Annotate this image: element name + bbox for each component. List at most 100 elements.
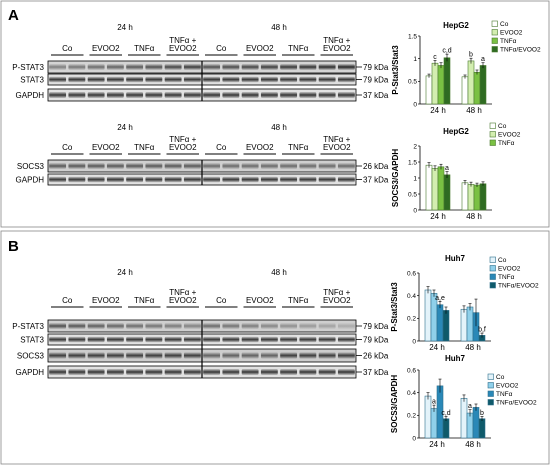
protein-band <box>280 336 298 343</box>
treatment-label: TNFα <box>134 143 155 152</box>
protein-band <box>241 92 259 98</box>
protein-label: GAPDH <box>16 368 45 377</box>
protein-band <box>299 369 317 375</box>
bar <box>430 408 438 439</box>
protein-band <box>183 323 201 329</box>
protein-band <box>299 323 317 329</box>
protein-band <box>106 163 124 169</box>
bar <box>431 168 439 211</box>
protein-band <box>126 92 144 98</box>
protein-band <box>260 369 278 375</box>
chart-title: HepG2 <box>443 21 469 30</box>
treatment-label: TNFα + <box>169 288 196 297</box>
legend-swatch <box>489 273 496 280</box>
protein-band <box>318 352 336 359</box>
protein-band <box>337 323 355 329</box>
bar <box>431 62 439 105</box>
bar <box>461 76 469 105</box>
protein-band <box>260 64 278 70</box>
protein-band <box>106 76 124 83</box>
significance-label: c,d <box>442 48 451 55</box>
y-tick-label: 1.5 <box>408 33 417 40</box>
bar <box>461 182 469 211</box>
y-tick-label: 1 <box>413 175 417 182</box>
protein-band <box>241 76 259 83</box>
treatment-label: EVOO2 <box>92 143 120 152</box>
protein-band <box>222 323 240 329</box>
treatment-label: TNFα + <box>323 36 350 45</box>
protein-band <box>183 92 201 98</box>
protein-band <box>183 64 201 70</box>
protein-band <box>106 352 124 359</box>
protein-band <box>299 76 317 83</box>
protein-band <box>203 352 221 359</box>
y-tick-label: 0.6 <box>407 270 416 277</box>
protein-band <box>260 323 278 329</box>
protein-band <box>68 92 86 98</box>
legend-swatch <box>487 390 494 397</box>
protein-band <box>280 323 298 329</box>
protein-band <box>241 369 259 375</box>
legend-label: TNFα <box>500 38 517 45</box>
protein-band <box>145 76 163 83</box>
treatment-label: TNFα + <box>169 135 196 144</box>
kda-label: 37 kDa <box>363 368 389 377</box>
legend-label: TNFα <box>498 274 515 281</box>
protein-band <box>241 336 259 343</box>
panel-a-frame <box>0 0 550 228</box>
protein-band <box>318 336 336 343</box>
kda-label: 79 kDa <box>363 63 389 72</box>
kda-label: 79 kDa <box>363 336 389 345</box>
protein-band <box>222 176 240 183</box>
protein-band <box>49 323 67 329</box>
significance-label: b <box>480 410 484 417</box>
protein-band <box>280 76 298 83</box>
protein-band <box>241 323 259 329</box>
protein-band <box>68 64 86 70</box>
protein-band <box>260 176 278 183</box>
bar <box>466 412 474 439</box>
protein-band <box>49 352 67 359</box>
protein-band <box>106 323 124 329</box>
protein-band <box>145 176 163 183</box>
treatment-label: EVOO2 <box>323 143 351 152</box>
bar <box>436 304 444 342</box>
time-label-24h: 24 h <box>117 268 133 277</box>
bar <box>478 418 486 439</box>
treatment-label: Co <box>62 296 73 305</box>
protein-band <box>164 323 182 329</box>
bar <box>424 289 432 342</box>
chart-title: Huh7 <box>445 354 466 363</box>
panel-b-letter: B <box>8 238 19 255</box>
protein-band <box>68 336 86 343</box>
legend-swatch <box>487 373 494 380</box>
significance-label: a,e <box>435 295 445 302</box>
y-tick-label: 0 <box>413 101 417 108</box>
treatment-label: EVOO2 <box>92 296 120 305</box>
protein-band <box>203 323 221 329</box>
protein-band <box>183 76 201 83</box>
panel-b-frame <box>0 230 550 465</box>
protein-band <box>222 76 240 83</box>
bar <box>473 71 481 105</box>
treatment-label: EVOO2 <box>169 44 197 53</box>
y-tick-label: 0 <box>413 207 417 214</box>
protein-band <box>222 163 240 169</box>
protein-band <box>241 176 259 183</box>
protein-band <box>203 64 221 70</box>
protein-band <box>280 163 298 169</box>
treatment-label: TNFα + <box>169 36 196 45</box>
protein-band <box>337 64 355 70</box>
protein-band <box>164 76 182 83</box>
treatment-label: EVOO2 <box>246 44 274 53</box>
y-tick-label: 0.2 <box>407 413 416 420</box>
chart-hepg2-socs3: HepG2 SOCS3/GAPDH 0 0.5 1 1.5 2 24 h 48 h a Co EVOO… <box>391 122 521 221</box>
treatment-label: TNFα + <box>323 288 350 297</box>
x-tick-label: 48 h <box>465 343 481 352</box>
protein-band <box>164 163 182 169</box>
legend-label: EVOO2 <box>496 383 519 390</box>
y-tick-label: 0.5 <box>408 79 417 86</box>
legend-label: TNFα <box>496 391 513 398</box>
